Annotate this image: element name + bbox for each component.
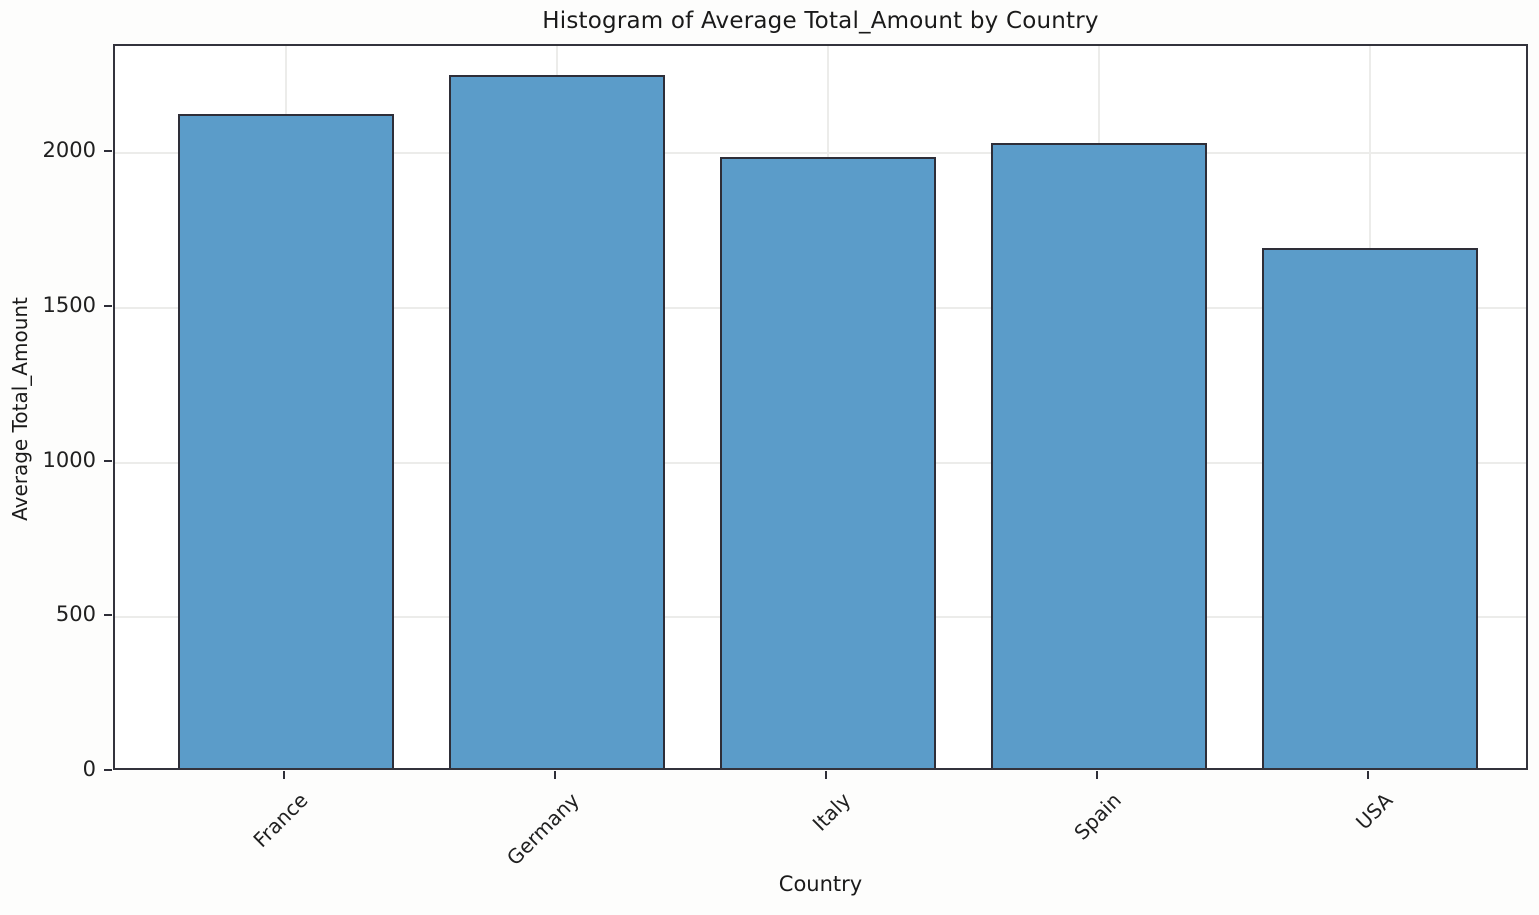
y-axis-title: Average Total_Amount	[8, 297, 32, 521]
x-tick-mark	[825, 771, 827, 779]
x-tick-mark	[283, 771, 285, 779]
plot-area	[113, 44, 1528, 770]
y-tick-label: 0	[82, 757, 96, 781]
y-tick-mark	[104, 304, 112, 307]
bar-germany	[449, 74, 665, 768]
y-tick-label: 1000	[42, 447, 96, 472]
y-tick-mark	[104, 769, 112, 771]
x-tick-mark	[1367, 771, 1369, 779]
y-tick-mark	[104, 614, 112, 617]
x-tick-label-germany: Germany	[501, 788, 584, 870]
bar-usa	[1262, 248, 1478, 768]
y-tick-mark	[104, 459, 112, 462]
x-axis-title: Country	[778, 872, 863, 896]
bar-spain	[991, 142, 1207, 768]
x-tick-label-italy: Italy	[807, 788, 855, 836]
y-tick-label: 500	[55, 602, 96, 627]
chart-title: Histogram of Average Total_Amount by Cou…	[542, 8, 1099, 34]
bar-italy	[720, 156, 936, 768]
y-tick-label: 2000	[42, 138, 96, 163]
x-tick-label-spain: Spain	[1069, 788, 1126, 845]
x-tick-label-france: France	[248, 788, 313, 853]
gridline-horizontal	[115, 152, 1526, 155]
x-tick-mark	[554, 771, 556, 779]
y-tick-mark	[104, 150, 112, 153]
x-tick-label-usa: USA	[1350, 788, 1397, 835]
y-tick-label: 1500	[42, 292, 96, 317]
x-tick-mark	[1096, 771, 1098, 779]
bar-france	[178, 113, 394, 768]
